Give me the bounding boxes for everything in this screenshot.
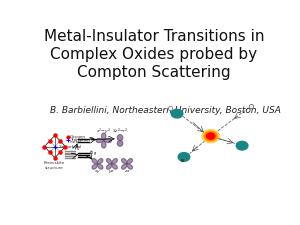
Polygon shape [92, 159, 103, 169]
Text: Perovskite
structure: Perovskite structure [43, 161, 64, 170]
Text: $e_g$: $e_g$ [89, 136, 96, 145]
Polygon shape [96, 133, 111, 148]
Text: B. Barbiellini, Northeastern University, Boston, USA: B. Barbiellini, Northeastern University,… [50, 106, 281, 115]
Text: Transition: Transition [70, 138, 90, 142]
Text: $xy$: $xy$ [94, 168, 101, 175]
Text: 3d  orbital: 3d orbital [59, 144, 81, 149]
Text: $zx$: $zx$ [124, 168, 130, 174]
Text: $t_{2g}$: $t_{2g}$ [89, 149, 98, 160]
Text: $3z^2$$-$$r^2$: $3z^2$$-$$r^2$ [112, 127, 129, 136]
Polygon shape [118, 136, 122, 145]
Text: Oxygen: Oxygen [70, 135, 86, 139]
Text: $x^2$$-$$y^2$: $x^2$$-$$y^2$ [96, 127, 111, 137]
Circle shape [204, 131, 217, 141]
Circle shape [202, 130, 220, 143]
Text: metal: metal [70, 140, 82, 144]
Circle shape [236, 141, 248, 150]
Circle shape [178, 153, 190, 161]
Polygon shape [122, 159, 132, 169]
Polygon shape [106, 159, 117, 169]
Circle shape [206, 133, 215, 139]
Circle shape [171, 109, 183, 118]
Polygon shape [117, 135, 123, 146]
Text: $yz$: $yz$ [108, 168, 116, 175]
Text: Metal-Insulator Transitions in
Complex Oxides probed by
Compton Scattering: Metal-Insulator Transitions in Complex O… [44, 29, 264, 80]
